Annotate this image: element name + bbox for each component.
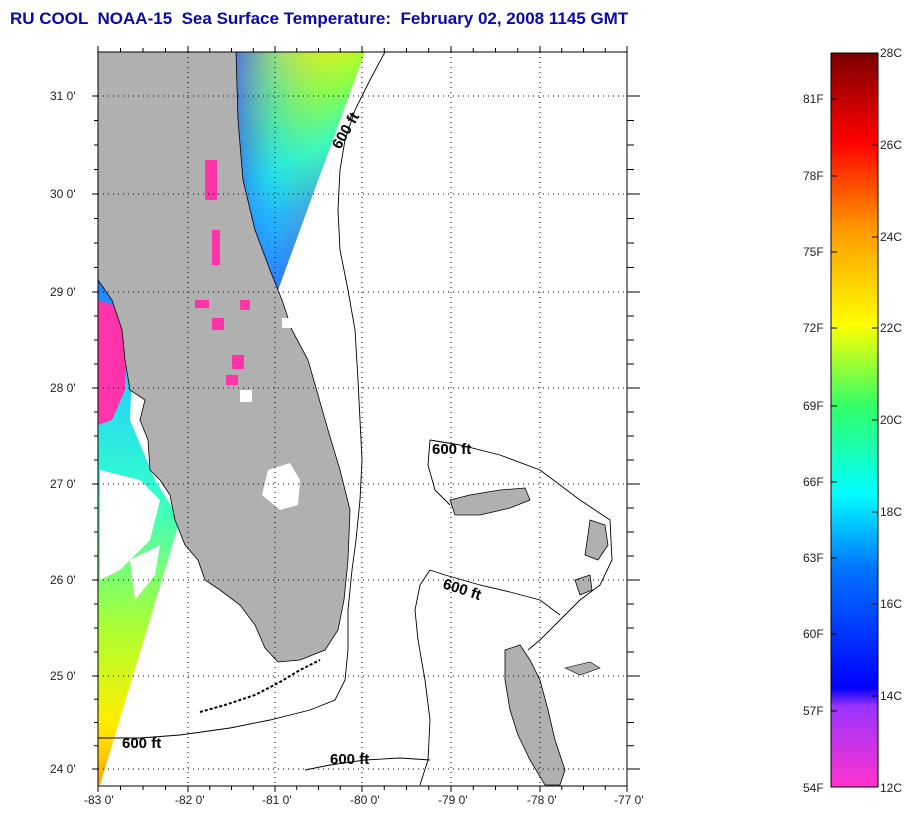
- colorbar-label-c: 28C: [880, 46, 903, 60]
- florida-keys: [199, 659, 321, 713]
- colorbar-label-c: 12C: [880, 781, 903, 795]
- lat-label: 31 0': [50, 89, 76, 103]
- lon-label: -77 0': [614, 793, 644, 807]
- abaco-island: [584, 519, 609, 561]
- axis-ticks: [92, 46, 640, 792]
- florida-landmass: [98, 52, 351, 663]
- colorbar-ticks: [831, 52, 878, 788]
- lat-label: 24 0': [50, 762, 76, 776]
- contour-label: 600 ft: [432, 441, 471, 458]
- lat-label: 26 0': [50, 573, 76, 587]
- contour-label: 600 ft: [441, 576, 484, 604]
- lon-label: -83 0': [84, 793, 114, 807]
- colorbar-label-f: 75F: [803, 245, 824, 259]
- lat-label: 27 0': [50, 477, 76, 491]
- lon-labels: -83 0' -82 0' -81 0' -80 0' -79 0' -78 0…: [84, 793, 644, 807]
- lon-label: -79 0': [438, 793, 468, 807]
- florida-contour: [98, 52, 386, 739]
- cloud-patch: [100, 470, 160, 580]
- colorbar-label-c: 26C: [880, 138, 903, 152]
- andros-island: [504, 644, 566, 786]
- colorbar-label-f: 81F: [803, 92, 824, 106]
- colorbar-label-c: 20C: [880, 413, 903, 427]
- lat-label: 25 0': [50, 669, 76, 683]
- colorbar-label-f: 57F: [803, 704, 824, 718]
- contour-label: 600 ft: [122, 735, 161, 752]
- lon-label: -82 0': [175, 793, 205, 807]
- lat-label: 30 0': [50, 187, 76, 201]
- contour-label: 600 ft: [330, 751, 369, 768]
- colorbar-label-c: 18C: [880, 505, 903, 519]
- colorbar-label-c: 16C: [880, 597, 903, 611]
- grand-bahama-island: [449, 487, 531, 516]
- colorbar-label-f: 54F: [803, 781, 824, 795]
- colorbar-label-c: 24C: [880, 230, 903, 244]
- bahama-bank-contour: [429, 439, 613, 651]
- lat-labels: 31 0' 30 0' 29 0' 28 0' 27 0' 26 0' 25 0…: [50, 89, 76, 776]
- colorbar-label-f: 60F: [803, 627, 824, 641]
- lon-label: -78 0': [527, 793, 557, 807]
- lon-label: -81 0': [262, 793, 292, 807]
- colorbar-label-f: 63F: [803, 551, 824, 565]
- colorbar-label-f: 72F: [803, 321, 824, 335]
- lat-gridlines: [98, 95, 627, 770]
- lon-label: -80 0': [350, 793, 380, 807]
- colorbar-label-f: 66F: [803, 475, 824, 489]
- lat-label: 28 0': [50, 381, 76, 395]
- lat-label: 29 0': [50, 285, 76, 299]
- colorbar: [830, 52, 879, 788]
- colorbar-label-c: 22C: [880, 321, 903, 335]
- map-title: RU COOL NOAA-15 Sea Surface Temperature:…: [10, 9, 629, 28]
- lake-okeechobee: [262, 463, 300, 510]
- colorbar-label-f: 69F: [803, 399, 824, 413]
- colorbar-label-f: 78F: [803, 169, 824, 183]
- colorbar-label-c: 14C: [880, 689, 903, 703]
